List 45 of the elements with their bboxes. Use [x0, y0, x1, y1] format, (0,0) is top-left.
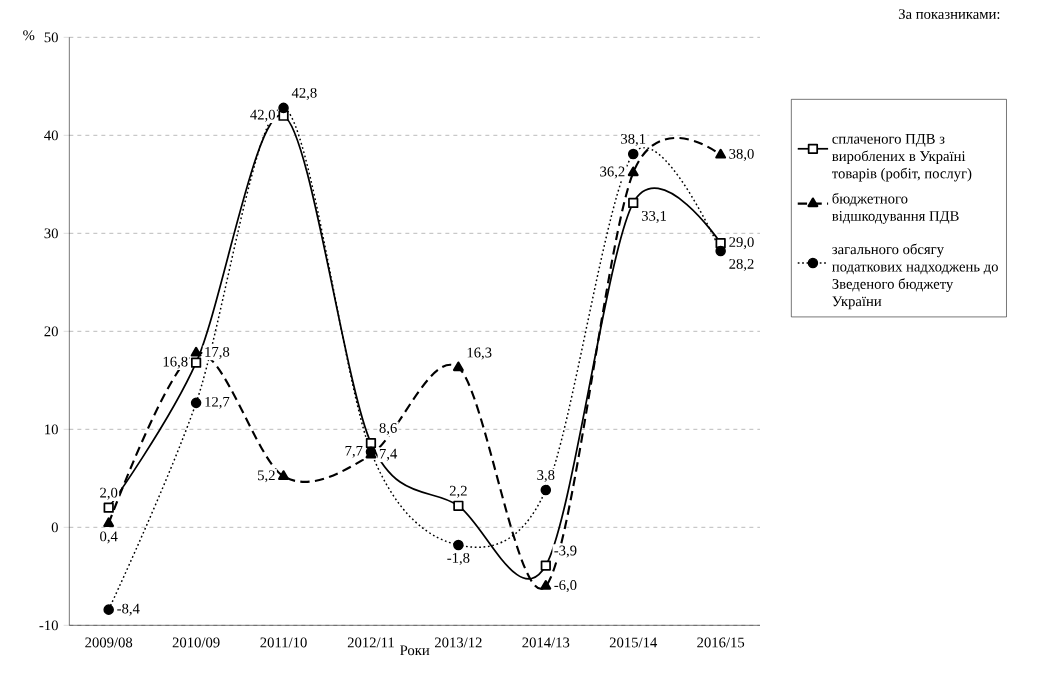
y-tick-label: 50: [44, 32, 58, 43]
x-tick-label: 2015/14: [609, 637, 658, 648]
x-tick-label: 2010/09: [172, 637, 220, 648]
x-tick-label: 2012/11: [347, 637, 394, 648]
data-label: -1,8: [447, 552, 470, 565]
x-tick-label: 2009/08: [85, 637, 133, 648]
legend-label: загального обсягу податкових надходжень до Зведеного бюджету України: [832, 243, 998, 310]
data-label: 2,2: [449, 485, 467, 498]
data-label: -8,4: [117, 603, 140, 616]
y-axis-title: %: [23, 30, 35, 41]
data-label: 16,3: [467, 347, 492, 360]
data-label: 7,7: [345, 445, 363, 458]
data-label: 38,1: [621, 133, 646, 146]
legend-title: За показниками:: [898, 9, 1000, 20]
data-label: 36,2: [600, 166, 625, 179]
data-label: -6,0: [554, 580, 577, 593]
data-label: 17,8: [205, 346, 230, 359]
data-label: 33,1: [641, 210, 666, 223]
data-label: 12,7: [205, 396, 230, 409]
x-tick-label: 2016/15: [697, 637, 745, 648]
data-label: 29,0: [729, 237, 754, 250]
y-tick-label: 10: [45, 424, 58, 435]
data-label: 42,0: [250, 109, 275, 122]
data-label: 38,0: [729, 148, 754, 161]
data-label: 7,4: [379, 448, 398, 461]
x-tick-label: 2013/12: [434, 637, 482, 648]
data-label: 5,2: [258, 470, 275, 483]
y-tick-label: 20: [44, 326, 58, 337]
data-label: -3,9: [554, 545, 577, 558]
data-label: 3,8: [537, 470, 555, 483]
y-tick-label: 40: [44, 130, 58, 141]
y-tick-label: 30: [44, 228, 58, 239]
y-tick-label: -10: [39, 620, 58, 631]
x-axis-title: Роки: [400, 645, 430, 656]
legend-label: бюджетного відшкодування ПДВ: [832, 192, 959, 224]
data-label: 28,2: [729, 258, 754, 271]
data-label: 42,8: [291, 87, 317, 100]
x-tick-label: 2011/10: [260, 637, 307, 648]
data-label: 16,8: [163, 356, 188, 369]
data-label: 0,4: [100, 531, 118, 544]
x-tick-label: 2014/13: [522, 637, 570, 648]
legend-label: сплаченого ПДВ з вироблених в Україні товарів (робіт, послуг): [832, 134, 972, 182]
data-label: 2,0: [100, 487, 118, 500]
data-label: 8,6: [379, 423, 397, 436]
y-tick-label: 0: [51, 522, 58, 533]
